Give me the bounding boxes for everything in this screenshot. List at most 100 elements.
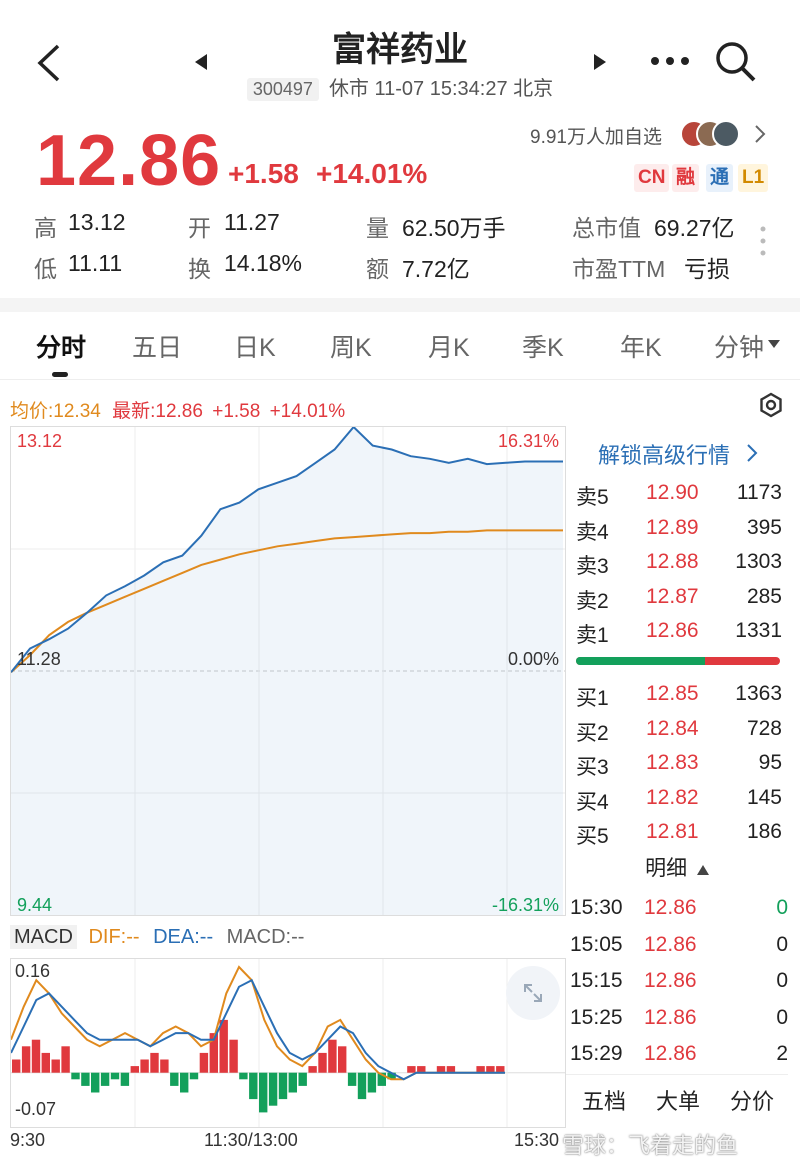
- tab-price-distribution[interactable]: 分价: [730, 1089, 775, 1114]
- fullscreen-button[interactable]: [506, 966, 560, 1020]
- macd-hist-bar: [347, 1072, 357, 1086]
- bid-row[interactable]: 买2 12.84 728: [576, 717, 782, 751]
- tick-row[interactable]: 15:05 12.86 0: [568, 933, 790, 969]
- macd-legend[interactable]: MACD DIF:-- DEA:-- MACD:--: [10, 925, 304, 949]
- bid-label: 买4: [576, 790, 609, 814]
- tick-time: 15:15: [570, 969, 623, 992]
- badge-connect[interactable]: 通: [706, 164, 734, 192]
- ask-price: 12.87: [646, 584, 699, 608]
- macd-hist-bar: [140, 1059, 149, 1073]
- macd-hist-bar: [199, 1052, 209, 1073]
- bid-row[interactable]: 买3 12.83 95: [576, 751, 782, 785]
- chart-info-line: 均价:12.34 最新:12.86 +1.58 +14.01%: [10, 396, 345, 423]
- tab-minute[interactable]: 分钟: [714, 334, 765, 362]
- x-label-open: 9:30: [10, 1130, 46, 1150]
- badge-cn[interactable]: CN: [634, 164, 670, 192]
- tab-five-day[interactable]: 五日: [132, 334, 183, 362]
- more-icon[interactable]: [650, 56, 690, 66]
- stat-label-turnover: 换: [188, 256, 211, 282]
- tab-daily-k[interactable]: 日K: [234, 334, 276, 362]
- macd-hist-bar: [446, 1066, 456, 1073]
- active-tab-indicator: [52, 372, 68, 377]
- expand-dots-icon[interactable]: [760, 226, 766, 256]
- macd-hist-bar: [100, 1072, 110, 1086]
- tick-time: 15:05: [570, 932, 623, 956]
- stat-value-volume: 62.50万手: [402, 215, 506, 241]
- search-icon[interactable]: [714, 40, 758, 84]
- macd-hist-bar: [476, 1066, 485, 1073]
- x-label-midday: 11:30/13:00: [204, 1130, 298, 1150]
- tab-yearly-k[interactable]: 年K: [620, 334, 662, 362]
- stat-label-pe: 市盈TTM: [572, 256, 666, 282]
- y-pct-mid: 0.00%: [507, 649, 559, 669]
- prev-triangle-icon[interactable]: [195, 54, 207, 70]
- macd-hist-bar: [338, 1046, 347, 1073]
- bid-volume: 186: [746, 820, 782, 843]
- bid-row[interactable]: 买4 12.82 145: [576, 786, 782, 820]
- back-arrow-icon[interactable]: [34, 44, 62, 82]
- section-divider: [0, 298, 800, 312]
- macd-hist-bar: [209, 1033, 218, 1073]
- next-triangle-icon[interactable]: [594, 54, 606, 70]
- unlock-chevron-icon[interactable]: [746, 443, 758, 463]
- tick-row[interactable]: 15:30 12.86 0: [568, 896, 790, 932]
- badge-l1[interactable]: L1: [738, 164, 769, 192]
- macd-hist-bar: [120, 1072, 130, 1086]
- tick-price: 12.86: [644, 1042, 697, 1065]
- bid-volume: 95: [758, 751, 782, 774]
- macd-dea-line: [11, 978, 505, 1081]
- tick-row[interactable]: 15:15 12.86 0: [568, 969, 790, 1005]
- bid-row[interactable]: 买5 12.81 186: [576, 820, 782, 854]
- macd-hist-bar: [180, 1072, 189, 1093]
- ask-row[interactable]: 卖1 12.86 1331: [576, 619, 782, 653]
- stat-label-market-cap: 总市值: [572, 215, 641, 241]
- bid-label: 买1: [576, 687, 609, 710]
- bid-volume: 728: [746, 716, 782, 740]
- ask-row[interactable]: 卖5 12.90 1173: [576, 481, 782, 515]
- tick-volume: 2: [776, 1042, 788, 1065]
- price-line: [11, 427, 563, 673]
- tab-monthly-k[interactable]: 月K: [428, 334, 470, 362]
- bid-row[interactable]: 买1 12.85 1363: [576, 682, 782, 716]
- ask-volume: 1331: [735, 619, 782, 642]
- chevron-right-icon[interactable]: [754, 124, 766, 144]
- ask-price: 12.90: [646, 481, 699, 504]
- tick-row[interactable]: 15:29 12.86 2: [568, 1042, 790, 1078]
- bid-label: 买5: [576, 825, 609, 848]
- tab-weekly-k[interactable]: 周K: [330, 334, 372, 362]
- macd-title: MACD: [10, 925, 77, 949]
- macd-hist-bar: [387, 1072, 396, 1080]
- macd-hist-bar: [278, 1072, 288, 1100]
- detail-header[interactable]: 明细: [566, 852, 788, 888]
- macd-hist-bar: [367, 1072, 377, 1093]
- ask-row[interactable]: 卖3 12.88 1303: [576, 550, 782, 584]
- macd-hist-bar: [357, 1072, 367, 1100]
- ask-label: 卖3: [576, 555, 609, 578]
- tick-row[interactable]: 15:25 12.86 0: [568, 1006, 790, 1042]
- dropdown-triangle-icon[interactable]: [768, 340, 780, 348]
- badge-margin[interactable]: 融: [672, 164, 700, 192]
- tab-five-levels[interactable]: 五档: [582, 1089, 627, 1114]
- ask-row[interactable]: 卖4 12.89 395: [576, 516, 782, 550]
- ask-row[interactable]: 卖2 12.87 285: [576, 585, 782, 619]
- macd-hist-bar: [91, 1072, 100, 1093]
- macd-hist-bar: [496, 1066, 505, 1073]
- intraday-chart[interactable]: 13.12 11.28 9.44 16.31% 0.00% -16.31%: [10, 426, 566, 916]
- bid-volume: 1363: [735, 682, 782, 705]
- macd-chart[interactable]: 0.16 -0.07: [10, 958, 566, 1128]
- settings-gear-icon[interactable]: [758, 392, 784, 418]
- bid-price: 12.85: [646, 682, 699, 705]
- tab-quarterly-k[interactable]: 季K: [522, 334, 564, 362]
- bid-label: 买3: [576, 756, 609, 779]
- macd-dif-label: DIF:--: [88, 926, 140, 948]
- macd-hist-bar: [31, 1039, 41, 1073]
- follower-avatars-icon[interactable]: [680, 117, 742, 151]
- unlock-advanced-quotes[interactable]: 解锁高级行情: [598, 438, 730, 470]
- macd-hist-bar: [229, 1039, 238, 1073]
- detail-label: 明细: [645, 857, 688, 880]
- followers-count[interactable]: 9.91万人加自选: [530, 127, 662, 148]
- tab-intraday[interactable]: 分时: [36, 334, 87, 362]
- tick-price: 12.86: [644, 1005, 697, 1029]
- ask-label: 卖2: [576, 589, 609, 613]
- tab-big-orders[interactable]: 大单: [656, 1089, 701, 1114]
